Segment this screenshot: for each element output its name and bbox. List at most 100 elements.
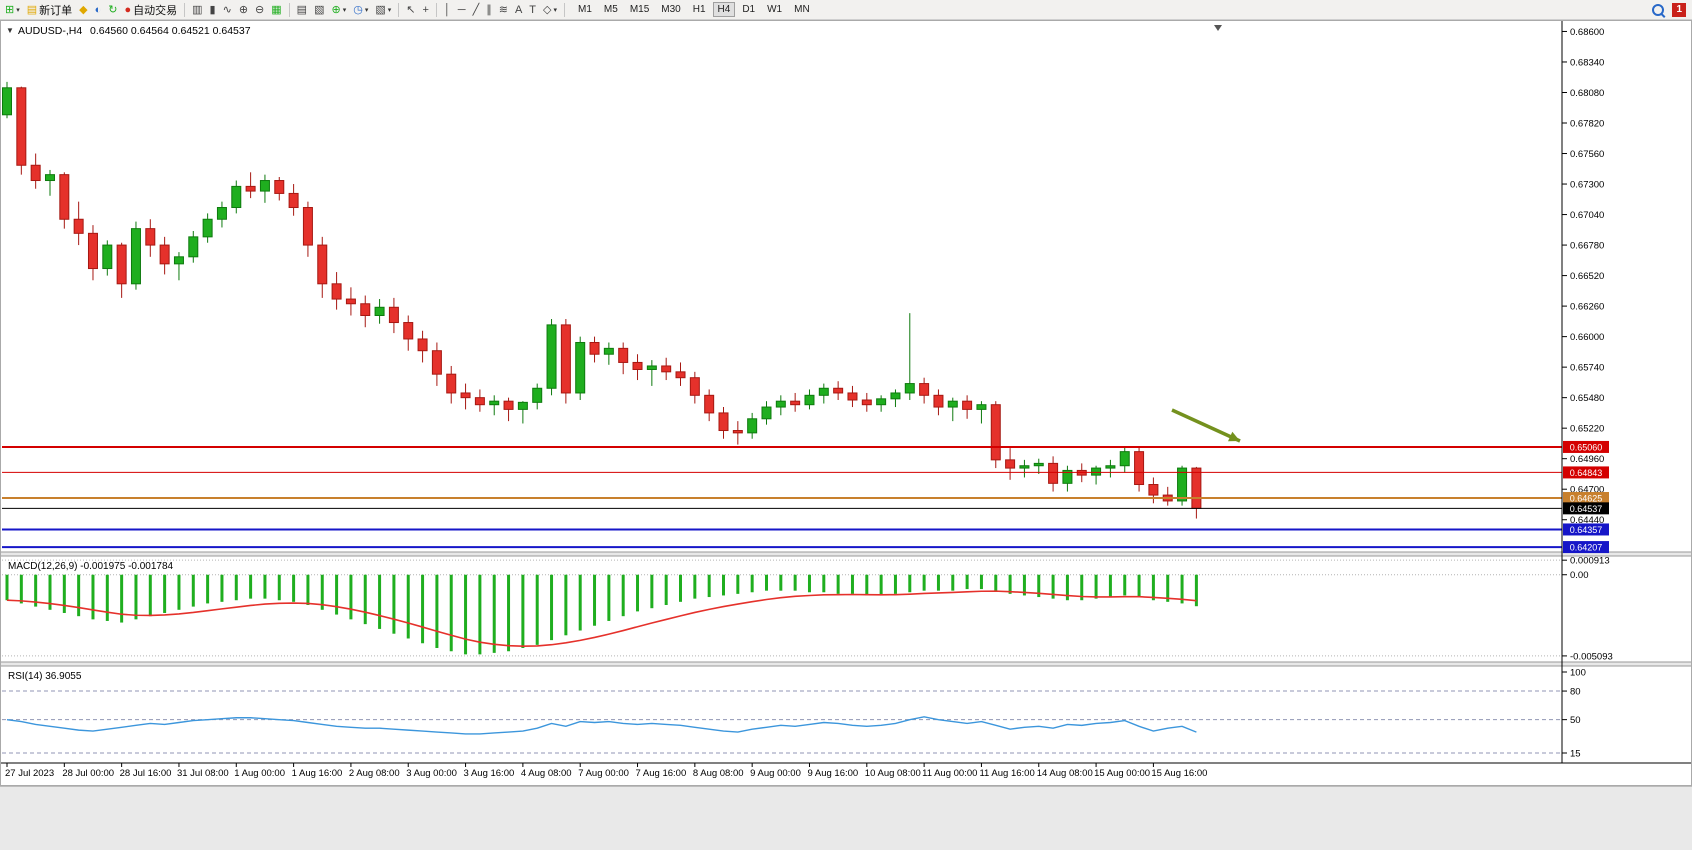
time-axis-label: 1 Aug 00:00 [234, 768, 285, 779]
bar-chart-icon: ▥ [192, 3, 203, 16]
templates-button[interactable]: ▧ ▾ [372, 1, 394, 19]
add-indicator-icon: ⊕ [331, 3, 341, 16]
candle-body [503, 400, 514, 410]
market-watch-button[interactable]: ◆ [76, 1, 90, 19]
time-axis-label: 7 Aug 16:00 [636, 768, 687, 779]
textbox-tool-icon: T [529, 3, 537, 16]
line-chart-button[interactable]: ∿ [220, 1, 235, 19]
chart-dropdown-marker[interactable]: ▼ [6, 26, 14, 35]
chart-canvas[interactable]: 0.68600 0.68340 0.68080 0.67820 0.67560 0.673… [0, 20, 1692, 786]
new-order-button[interactable]: ▤ 新订单 [24, 1, 75, 19]
candle-body [646, 365, 657, 370]
timeframe-h1[interactable]: H1 [692, 4, 706, 15]
add-indicator-button[interactable]: ⊕ ▾ [328, 1, 349, 19]
candlestick-button[interactable]: ▮ [207, 1, 219, 19]
trendline-tool-button[interactable]: ╱ [470, 1, 483, 19]
timeframe-d1[interactable]: D1 [742, 4, 756, 15]
fibonacci-tool-button[interactable]: ≋ [496, 1, 511, 19]
candle-body [704, 394, 715, 414]
candle-body [173, 256, 184, 265]
time-axis-label: 3 Aug 16:00 [464, 768, 515, 779]
annotation-arrow-head [1228, 431, 1240, 442]
price-tag-label: 0.64625 [1570, 494, 1603, 504]
chart-shift-marker[interactable] [1214, 25, 1222, 31]
new-order-icon: ▤ [26, 3, 38, 16]
timeframe-m5[interactable]: M5 [603, 4, 618, 15]
price-tag-0.64207 [1563, 541, 1609, 554]
price-axis-label: 0.66520 [1570, 271, 1604, 282]
toolbar-separator [184, 2, 186, 17]
price-tag-label: 0.64207 [1570, 543, 1603, 553]
panel-splitter[interactable] [0, 552, 1692, 556]
candle-body [947, 400, 958, 408]
time-axis-label: 8 Aug 08:00 [693, 768, 744, 779]
tile-windows-button[interactable]: ▦ [268, 1, 284, 19]
candle-body [460, 392, 471, 399]
price-axis-label: 0.68080 [1570, 88, 1604, 99]
candle-body [618, 347, 629, 363]
candle-body [2, 87, 12, 116]
rsi-axis-label: 50 [1570, 715, 1581, 726]
auto-trading-button[interactable]: ● 自动交易 [121, 1, 180, 19]
time-axis-label: 9 Aug 16:00 [807, 768, 858, 779]
candle-body [575, 341, 586, 394]
timeframe-m1[interactable]: M1 [578, 4, 592, 15]
new-chart-button[interactable]: ⊞ ▾ [2, 1, 23, 19]
shapes-icon: ◇ [543, 3, 552, 16]
zoom-in-button[interactable]: ⊕ [236, 1, 251, 19]
timeframe-h4[interactable]: H4 [712, 2, 736, 17]
annotation-arrow[interactable] [1171, 408, 1241, 443]
price-tag-0.64843 [1563, 466, 1609, 479]
hline-tool-button[interactable]: ─ [455, 1, 469, 19]
window-arrange-button-2[interactable]: ▧ [311, 1, 327, 19]
window-bottom-area [0, 786, 1692, 850]
price-tag-label: 0.64357 [1570, 525, 1603, 535]
panel-splitter[interactable] [0, 662, 1692, 666]
timeframe-mn[interactable]: MN [794, 4, 810, 15]
macd-label: MACD(12,26,9) -0.001975 -0.001784 [8, 561, 174, 572]
price-axis-label: 0.67300 [1570, 180, 1604, 191]
bar-chart-button[interactable]: ▥ [189, 1, 205, 19]
search-icon[interactable] [1652, 3, 1665, 16]
price-axis-label: 0.64700 [1570, 485, 1604, 496]
chevron-down-icon: ▾ [16, 6, 20, 14]
new-chart-icon: ⊞ [5, 3, 15, 16]
candle-body [245, 185, 256, 192]
textbox-tool-button[interactable]: T [526, 1, 539, 19]
shapes-tool-button[interactable]: ◇ ▾ [540, 1, 560, 19]
vline-tool-button[interactable]: │ [441, 1, 454, 19]
candle-body [603, 347, 614, 355]
candle-body [919, 383, 930, 396]
refresh-button[interactable]: ↻ [105, 1, 120, 19]
candle-body [274, 180, 285, 194]
candle-body [446, 373, 457, 394]
price-tag-label: 0.64537 [1570, 504, 1603, 514]
candle-body [847, 392, 858, 401]
window-arrange-button-1[interactable]: ▤ [294, 1, 310, 19]
candle-body [1119, 451, 1130, 467]
timeframe-w1[interactable]: W1 [767, 4, 783, 15]
navigator-button[interactable]: ◐ [92, 1, 105, 19]
toolbar-separator [288, 2, 290, 17]
zoom-out-button[interactable]: ⊖ [252, 1, 267, 19]
notification-badge[interactable]: 1 [1672, 2, 1686, 17]
new-order-label: 新订单 [39, 4, 73, 17]
window-arrange-icon-2: ▧ [314, 3, 325, 16]
cursor-button[interactable]: ↖ [403, 1, 418, 19]
channel-tool-button[interactable]: ∥ [483, 1, 495, 19]
text-tool-button[interactable]: A [512, 1, 525, 19]
macd-axis-label: 0.000913 [1570, 556, 1610, 567]
rsi-axis-label: 15 [1570, 748, 1581, 759]
price-tag-label: 0.64843 [1570, 468, 1603, 478]
price-tag-label: 0.65060 [1570, 442, 1603, 452]
timeframe-m30[interactable]: M30 [661, 4, 681, 15]
candle-body [216, 207, 227, 220]
price-axis-label: 0.67560 [1570, 149, 1604, 160]
chevron-down-icon: ▾ [342, 6, 347, 14]
crosshair-button[interactable]: + [419, 1, 431, 19]
candle-body [202, 218, 213, 238]
timeframe-m15[interactable]: M15 [629, 4, 650, 15]
periods-button[interactable]: ◷ ▾ [350, 1, 371, 19]
price-axis-label: 0.64440 [1570, 515, 1604, 526]
candle-body [87, 232, 98, 270]
